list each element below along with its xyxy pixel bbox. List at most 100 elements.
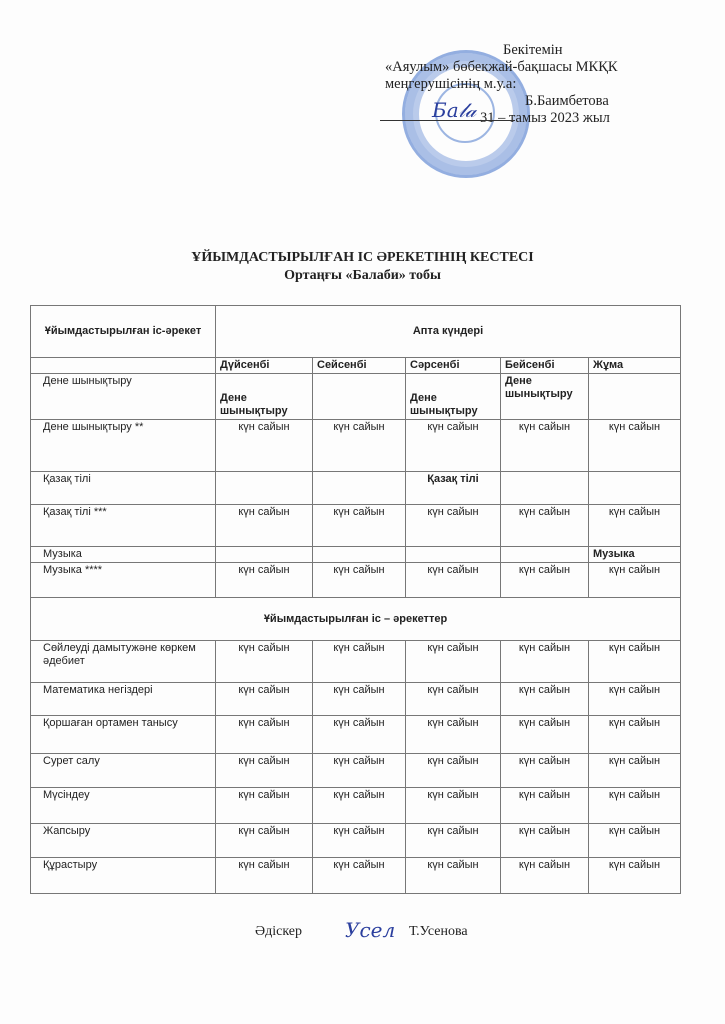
director-signature: Ба𝓁𝒶 (432, 98, 477, 122)
document-title: ҰЙЫМДАСТЫРЫЛҒАН ІС ӘРЕКЕТІНІҢ КЕСТЕСІ (191, 250, 534, 265)
header-row: Ұйымдастырылған іс-әрекет Апта күндері (30, 305, 681, 358)
schedule-cell: күн сайын (312, 562, 406, 598)
schedule-cell: күн сайын (312, 715, 406, 754)
schedule-cell: күн сайын (588, 562, 681, 598)
schedule-cell: Дене шынықтыру (405, 373, 501, 420)
schedule-cell: күн сайын (500, 504, 589, 547)
schedule-cell: күн сайын (500, 753, 589, 788)
schedule-cell: күн сайын (405, 753, 501, 788)
schedule-cell: күн сайын (312, 419, 406, 472)
schedule-cell: күн сайын (588, 640, 681, 683)
activity-label: Қазақ тілі (30, 471, 216, 505)
schedule-cell: Дене шынықтыру (215, 373, 313, 420)
table-row: Сөйлеуді дамытужәне көркем әдебиет күн са… (30, 640, 681, 683)
day-header: Жұма (588, 357, 681, 374)
table-row: Музыка Музыка (30, 546, 681, 563)
table-row: Құрастыру күн сайын күн сайын күн сайын күн … (30, 857, 681, 894)
schedule-cell: күн сайын (215, 562, 313, 598)
activity-label: Сөйлеуді дамытужәне көркем әдебиет (30, 640, 216, 683)
schedule-cell: күн сайын (500, 787, 589, 824)
schedule-cell (588, 373, 681, 420)
schedule-cell: күн сайын (312, 504, 406, 547)
schedule-cell (500, 546, 589, 563)
schedule-cell: күн сайын (215, 787, 313, 824)
schedule-cell (588, 471, 681, 505)
day-header: Бейсенбі (500, 357, 589, 374)
table-row: Қазақ тілі Қазақ тілі (30, 471, 681, 505)
activity-column-header: Ұйымдастырылған іс-әрекет (30, 305, 216, 358)
table-row: Дене шынықтыру Дене шынықтыру Дене шынықты… (30, 373, 681, 420)
day-header: Дүйсенбі (215, 357, 313, 374)
approval-block: Бекітемін «Аяулым» бөбекжай-бақшасы МКҚК… (385, 42, 705, 127)
day-header: Сәрсенбі (405, 357, 501, 374)
empty-cell (30, 357, 216, 374)
document-subtitle: Ортаңғы «Балаби» тобы (284, 268, 441, 283)
schedule-cell: күн сайын (215, 753, 313, 788)
approval-org: «Аяулым» бөбекжай-бақшасы МКҚК (385, 59, 618, 75)
schedule-cell (312, 471, 406, 505)
schedule-cell: Музыка (588, 546, 681, 563)
schedule-cell: күн сайын (312, 823, 406, 858)
methodist-signature: Усел (345, 918, 396, 942)
signature-row: Әдіскер Т.Усенова (255, 924, 468, 940)
schedule-cell: күн сайын (215, 504, 313, 547)
approval-position: меңгерушісінің м.у.а: (385, 76, 517, 92)
table-row: Математика негіздері күн сайын күн сайын кү… (30, 682, 681, 716)
activity-label: Құрастыру (30, 857, 216, 894)
schedule-cell (405, 546, 501, 563)
table-row: Сурет салу күн сайын күн сайын күн сайын күн… (30, 753, 681, 788)
schedule-cell: Қазақ тілі (405, 471, 501, 505)
schedule-cell: күн сайын (312, 640, 406, 683)
activity-label: Қазақ тілі *** (30, 504, 216, 547)
schedule-cell: күн сайын (500, 715, 589, 754)
schedule-cell: күн сайын (405, 787, 501, 824)
schedule-cell: күн сайын (312, 787, 406, 824)
schedule-cell: күн сайын (500, 823, 589, 858)
schedule-cell: күн сайын (312, 753, 406, 788)
schedule-cell: күн сайын (405, 562, 501, 598)
activity-label: Сурет салу (30, 753, 216, 788)
schedule-cell: күн сайын (405, 857, 501, 894)
schedule-cell: күн сайын (405, 682, 501, 716)
schedule-cell: күн сайын (588, 504, 681, 547)
table-row: Музыка **** күн сайын күн сайын күн сайын кү… (30, 562, 681, 598)
schedule-cell: күн сайын (588, 787, 681, 824)
schedule-cell: күн сайын (215, 823, 313, 858)
schedule-cell: күн сайын (500, 857, 589, 894)
table-row: Қазақ тілі *** күн сайын күн сайын күн сайы… (30, 504, 681, 547)
schedule-cell: күн сайын (215, 640, 313, 683)
days-row: Дүйсенбі Сейсенбі Сәрсенбі Бейсенбі Жұма (30, 357, 681, 374)
schedule-cell: күн сайын (588, 715, 681, 754)
schedule-cell: күн сайын (588, 823, 681, 858)
table-row: Жапсыру күн сайын күн сайын күн сайын күн са… (30, 823, 681, 858)
schedule-cell: күн сайын (405, 715, 501, 754)
activity-label: Дене шынықтыру ** (30, 419, 216, 472)
table-row: Дене шынықтыру ** күн сайын күн сайын күн с… (30, 419, 681, 472)
official-stamp (402, 50, 530, 178)
table-row: Қоршаған ортамен танысу күн сайын күн сайы… (30, 715, 681, 754)
schedule-cell: күн сайын (588, 753, 681, 788)
schedule-cell: күн сайын (312, 682, 406, 716)
schedule-cell: күн сайын (215, 682, 313, 716)
schedule-cell: күн сайын (500, 562, 589, 598)
schedule-cell (215, 546, 313, 563)
methodist-name: Т.Усенова (409, 924, 468, 939)
schedule-cell: күн сайын (312, 857, 406, 894)
activity-label: Музыка (30, 546, 216, 563)
activity-label: Музыка **** (30, 562, 216, 598)
approval-heading: Бекітемін (503, 42, 563, 58)
schedule-cell: күн сайын (500, 640, 589, 683)
activity-label: Қоршаған ортамен танысу (30, 715, 216, 754)
section-header: Ұйымдастырылған іс – әрекеттер (30, 597, 681, 641)
schedule-cell: күн сайын (588, 419, 681, 472)
schedule-table: Ұйымдастырылған іс-әрекет Апта күндері Дүй… (30, 305, 681, 894)
schedule-cell (215, 471, 313, 505)
schedule-cell: күн сайын (405, 419, 501, 472)
approval-date: 31 – тамыз 2023 жыл (480, 110, 610, 126)
schedule-cell: күн сайын (500, 682, 589, 716)
schedule-cell: күн сайын (405, 823, 501, 858)
activity-label: Дене шынықтыру (30, 373, 216, 420)
schedule-cell: күн сайын (215, 715, 313, 754)
activity-label: Математика негіздері (30, 682, 216, 716)
